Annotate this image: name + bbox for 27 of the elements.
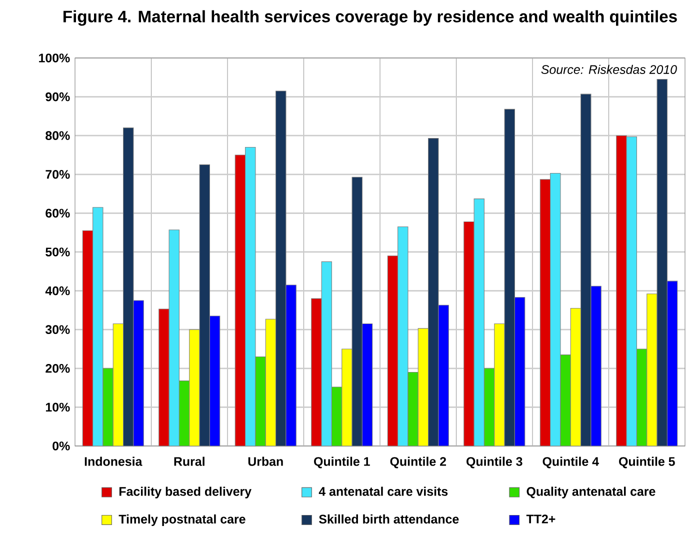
y-tick-label: 60%: [46, 208, 70, 218]
chart-title: Figure 4. Maternal health services coverage by residence and wealth quintiles: [64, 10, 677, 26]
y-tick-label: 0%: [52, 442, 70, 450]
legend-label: Facility based delivery: [119, 486, 252, 498]
legend-label: Quality antenatal care: [526, 486, 656, 498]
legend-label: 4 antenatal care visits: [318, 486, 448, 496]
x-tick-label: Quintile 1: [314, 456, 370, 468]
y-tick-label: 90%: [46, 92, 70, 102]
x-tick-label: Quintile 4: [542, 456, 599, 468]
legend-label: Skilled birth attendance: [319, 514, 459, 524]
y-tick-label: 50%: [46, 248, 70, 256]
legend-label: Timely postnatal care: [118, 514, 246, 526]
legend-label: TT2+: [526, 514, 556, 524]
y-tick-label: 100%: [39, 54, 70, 62]
y-tick-label: 20%: [46, 364, 70, 373]
x-tick-label: Urban: [248, 456, 283, 466]
y-tick-label: 40%: [45, 286, 70, 296]
x-tick-label: Quintile 2: [390, 456, 446, 468]
annotation: Source: Riskesdas 2010: [541, 64, 677, 74]
y-tick-label: 10%: [46, 402, 70, 412]
y-tick-label: 30%: [45, 325, 70, 334]
x-tick-label: Quintile 5: [619, 456, 675, 468]
y-tick-label: 70%: [46, 170, 70, 179]
x-tick-label: Rural: [174, 456, 204, 466]
x-tick-label: Indonesia: [84, 456, 142, 466]
x-tick-label: Quintile 3: [466, 456, 522, 468]
y-tick-label: 80%: [46, 131, 70, 140]
